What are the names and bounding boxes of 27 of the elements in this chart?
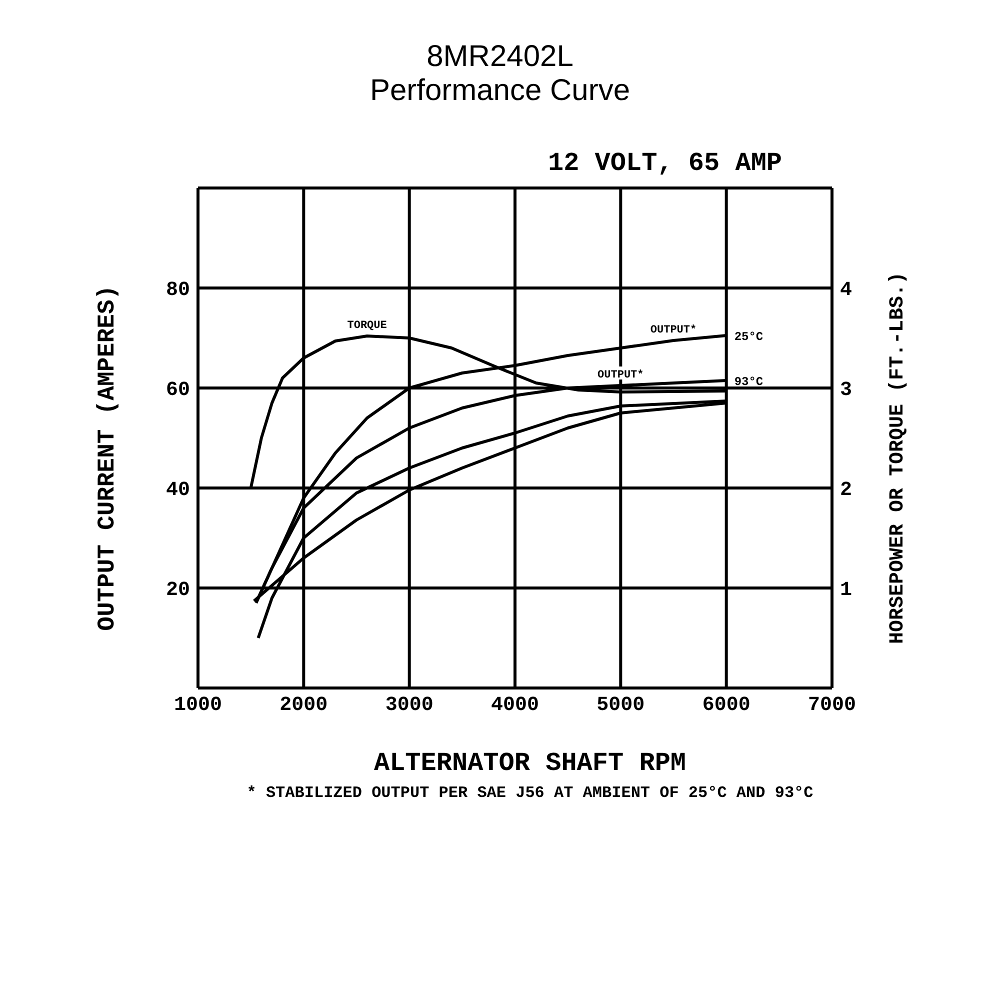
- x-axis-title: ALTERNATOR SHAFT RPM: [372, 748, 688, 778]
- y2-tick-label: 2: [840, 479, 852, 502]
- y-tick-label: 40: [166, 479, 190, 502]
- x-tick-label: 2000: [280, 694, 328, 718]
- x-tick-label: 7000: [808, 694, 856, 718]
- annotation: 25°C: [734, 330, 764, 344]
- y2-tick-label: 1: [840, 579, 852, 602]
- y-tick-label: 60: [166, 379, 190, 402]
- x-tick-label: 4000: [490, 694, 540, 718]
- y2-tick-label: 4: [840, 279, 852, 302]
- chart-subtitle: Performance Curve: [368, 74, 632, 108]
- x-tick-label: 5000: [596, 694, 645, 718]
- series-label: TORQUE: [347, 320, 388, 332]
- series-label: OUTPUT*: [598, 370, 644, 382]
- y2-tick-label: 3: [840, 379, 852, 402]
- y-tick-label: 80: [166, 279, 190, 302]
- x-tick-label: 3000: [385, 694, 434, 718]
- y-tick-label: 20: [166, 579, 190, 602]
- chart-title: 8MR2402L: [426, 40, 574, 74]
- annotation: 93°C: [734, 374, 764, 389]
- x-tick-label: 1000: [174, 694, 222, 718]
- series-label: OUTPUT*: [650, 324, 697, 336]
- text: 12 VOLT, 65 AMP: [548, 148, 782, 178]
- y2-axis-title: HORSEPOWER OR TORQUE (FT.-LBS.): [886, 272, 910, 644]
- text: * STABILIZED OUTPUT PER SAE J56 AT AMBIENT OF 25°C AND 93°C: [246, 784, 814, 802]
- y-axis-title: OUTPUT CURRENT (AMPERES): [94, 285, 122, 631]
- x-tick-label: 6000: [702, 694, 750, 718]
